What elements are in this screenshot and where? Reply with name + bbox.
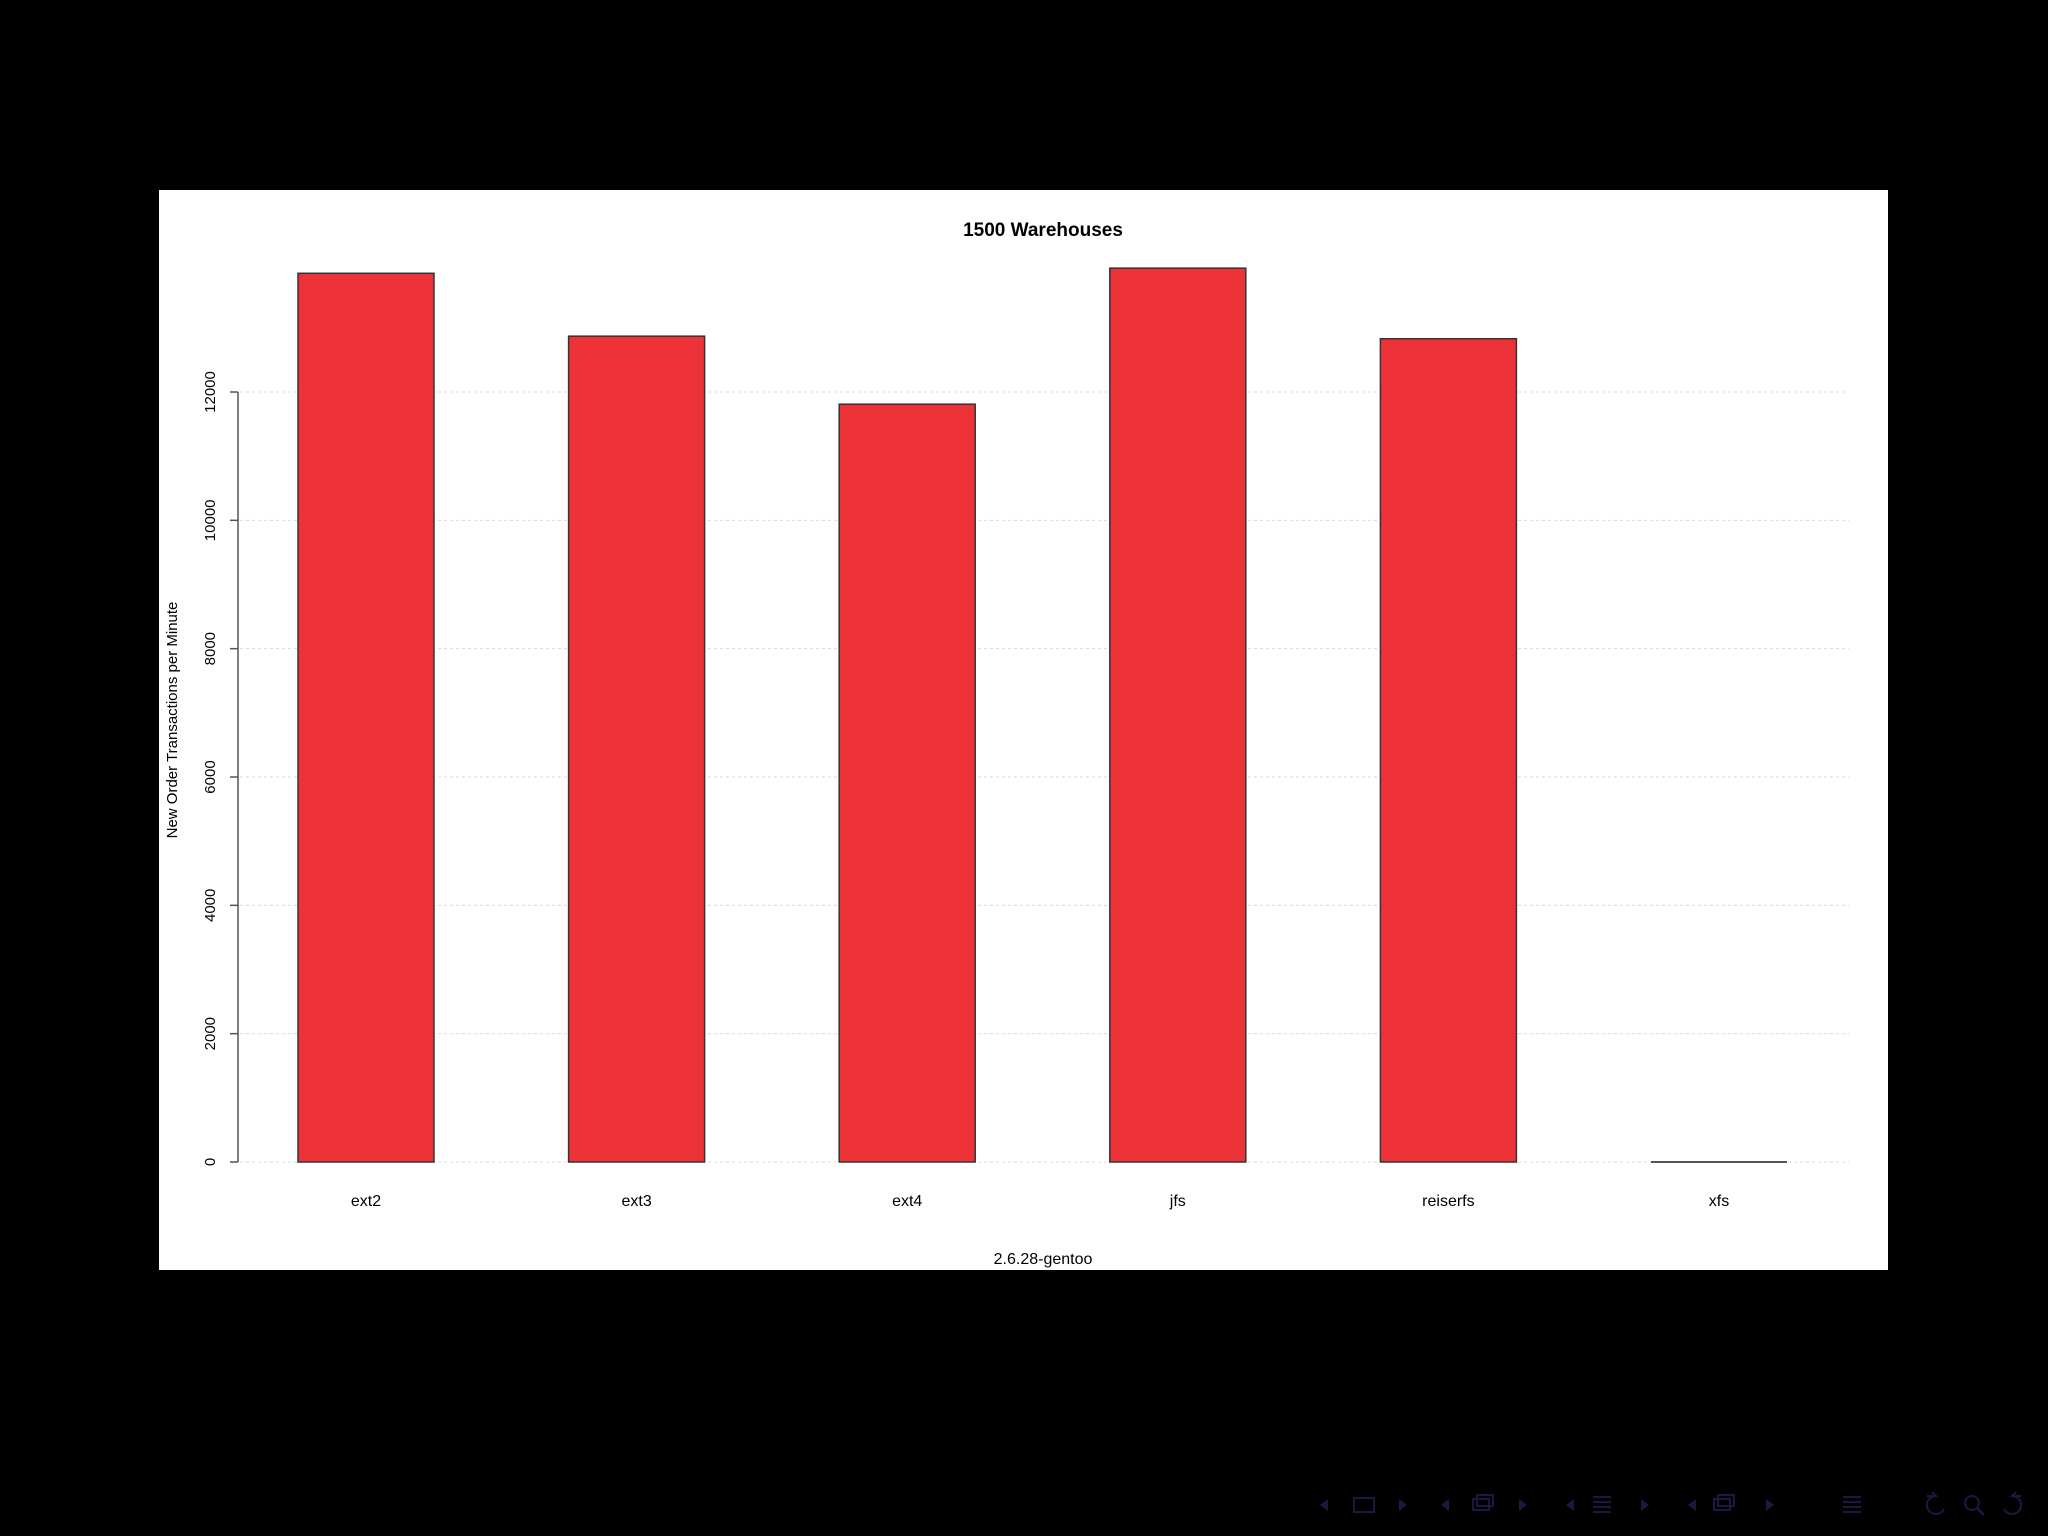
y-tick-label: 8000 xyxy=(202,632,219,665)
arrow-right-icon[interactable] xyxy=(1641,1499,1649,1511)
subsection-icon[interactable] xyxy=(1472,1494,1494,1511)
x-tick-label-ext2: ext2 xyxy=(351,1193,381,1210)
toc-icon[interactable] xyxy=(1843,1496,1861,1513)
y-tick-label: 4000 xyxy=(202,889,219,922)
arrow-right-icon[interactable] xyxy=(1766,1499,1774,1511)
x-tick-label-ext4: ext4 xyxy=(892,1193,922,1210)
x-tick-label-reiserfs: reiserfs xyxy=(1422,1193,1474,1210)
y-tick-label: 2000 xyxy=(202,1017,219,1050)
x-tick-label-ext3: ext3 xyxy=(621,1193,651,1210)
bar-ext4 xyxy=(838,403,976,1163)
bar-chart: 1500 Warehouses 2.6.28-gentoo New Order … xyxy=(164,220,1849,1268)
bar-jfs xyxy=(1109,267,1247,1163)
frame-icon[interactable] xyxy=(1353,1497,1375,1513)
arrow-right-icon[interactable] xyxy=(1519,1499,1527,1511)
bar-reiserfs xyxy=(1379,337,1518,1163)
forward-icon[interactable] xyxy=(2003,1491,2023,1515)
bars xyxy=(297,267,1787,1163)
arrow-right-icon[interactable] xyxy=(1399,1499,1407,1511)
y-axis: 0 2000 4000 6000 8000 10000 12000 xyxy=(202,371,239,1166)
y-tick-label: 0 xyxy=(202,1158,219,1166)
arrow-left-icon[interactable] xyxy=(1320,1499,1328,1511)
arrow-left-icon[interactable] xyxy=(1441,1499,1449,1511)
x-axis-label: 2.6.28-gentoo xyxy=(994,1251,1093,1268)
bar-ext3 xyxy=(567,335,706,1163)
back-icon[interactable] xyxy=(1925,1491,1945,1515)
y-tick-label: 6000 xyxy=(202,760,219,793)
section-icon[interactable] xyxy=(1593,1496,1611,1513)
y-tick-label: 10000 xyxy=(202,499,219,541)
bar-ext2 xyxy=(297,272,435,1163)
navigation-bar xyxy=(1320,1491,2023,1516)
x-tick-labels: ext2 ext3 ext4 jfs reiserfs xfs xyxy=(351,1193,1729,1210)
gridlines xyxy=(240,391,1849,1163)
arrow-left-icon[interactable] xyxy=(1566,1499,1574,1511)
slide-frame: 1500 Warehouses 2.6.28-gentoo New Order … xyxy=(159,190,1888,1270)
chart-title: 1500 Warehouses xyxy=(963,220,1123,241)
y-tick-label: 12000 xyxy=(202,371,219,413)
arrow-left-icon[interactable] xyxy=(1688,1499,1696,1511)
x-tick-label-xfs: xfs xyxy=(1709,1193,1729,1210)
y-axis-label: New Order Transactions per Minute xyxy=(164,602,181,839)
subsection-icon[interactable] xyxy=(1713,1494,1735,1511)
x-tick-label-jfs: jfs xyxy=(1169,1193,1186,1210)
search-icon[interactable] xyxy=(1964,1495,1985,1516)
